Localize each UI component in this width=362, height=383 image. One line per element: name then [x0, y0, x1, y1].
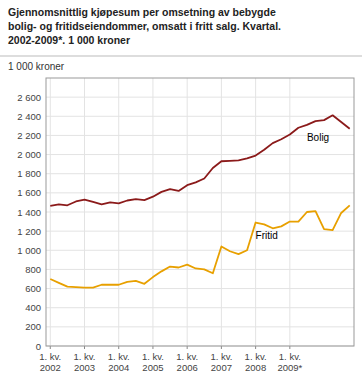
series-label: Fritid [256, 230, 278, 241]
y-tick-label: 600 [25, 283, 41, 294]
y-grid-line [46, 307, 354, 308]
y-grid-line [46, 231, 354, 232]
series-line [50, 115, 349, 205]
x-tick-label: 1. kv.2008 [245, 351, 267, 373]
x-tick-label-line: 2004 [108, 362, 129, 373]
x-tick-label: 1. kv.2005 [142, 351, 164, 373]
grid [46, 78, 354, 346]
y-tick-label: 400 [25, 302, 41, 313]
y-tick-label: 0 [36, 341, 41, 352]
y-grid-line [46, 250, 354, 251]
y-grid-line [46, 97, 354, 98]
title-line: bolig- og fritidseiendommer, omsatt i fr… [8, 20, 281, 32]
y-grid-line [46, 326, 354, 327]
y-tick-label: 1 000 [17, 245, 41, 256]
x-tick-label: 1. kv.2009* [277, 351, 302, 373]
y-grid-line [46, 116, 354, 117]
title: Gjennomsnittlig kjøpesum per omsetning a… [8, 6, 281, 46]
x-tick-label-line: 2002 [40, 362, 61, 373]
y-axis-label: 1 000 kroner [8, 61, 65, 72]
x-tick-label-line: 1. kv. [108, 351, 130, 362]
x-tick-label-line: 1. kv. [176, 351, 198, 362]
x-tick-label-line: 2006 [177, 362, 198, 373]
y-tick-label: 2 000 [17, 149, 41, 160]
x-tick-label-line: 2008 [245, 362, 266, 373]
x-grid-line [118, 78, 119, 346]
y-tick-label: 2 400 [17, 111, 41, 122]
title-line: Gjennomsnittlig kjøpesum per omsetning a… [8, 6, 276, 18]
plot-frame [46, 78, 354, 346]
x-grid-line [221, 78, 222, 346]
x-tick-label: 1. kv.2007 [210, 351, 232, 373]
x-tick-label-line: 1. kv. [245, 351, 267, 362]
y-grid-line [46, 192, 354, 193]
x-tick-label-line: 2005 [142, 362, 163, 373]
x-grid-line [152, 78, 153, 346]
x-tick-label-line: 2009* [277, 362, 302, 373]
x-tick-label: 1. kv.2006 [176, 351, 198, 373]
x-tick-label-line: 1. kv. [210, 351, 232, 362]
x-grid-line [50, 78, 51, 346]
y-tick-label: 800 [25, 264, 41, 275]
x-tick-label-line: 2003 [74, 362, 95, 373]
separator [0, 56, 362, 57]
x-tick-label: 1. kv.2003 [74, 351, 96, 373]
x-tick-label: 1. kv.2002 [39, 351, 61, 373]
y-grid-line [46, 154, 354, 155]
x-tick-label-line: 1. kv. [142, 351, 164, 362]
x-grid-line [187, 78, 188, 346]
y-tick-label: 1 800 [17, 168, 41, 179]
y-tick-label: 1 400 [17, 207, 41, 218]
y-grid-line [46, 173, 354, 174]
x-tick-label: 1. kv.2004 [108, 351, 130, 373]
y-tick-label: 1 600 [17, 187, 41, 198]
y-tick-label: 1 200 [17, 226, 41, 237]
x-tick-label-line: 1. kv. [74, 351, 96, 362]
x-grid-line [255, 78, 256, 346]
y-tick-label: 2 600 [17, 92, 41, 103]
chart: Gjennomsnittlig kjøpesum per omsetning a… [0, 0, 362, 383]
y-tick-label: 200 [25, 321, 41, 332]
lines [50, 115, 349, 287]
x-grid-line [84, 78, 85, 346]
x-tick-label-line: 1. kv. [279, 351, 301, 362]
y-tick-label: 2 200 [17, 130, 41, 141]
x-tick-label-line: 2007 [211, 362, 232, 373]
series-line [50, 205, 349, 287]
x-tick-label-line: 1. kv. [39, 351, 61, 362]
series-label: Bolig [307, 132, 329, 143]
x-grid-line [289, 78, 290, 346]
title-line: 2002-2009*. 1 000 kroner [8, 34, 130, 46]
